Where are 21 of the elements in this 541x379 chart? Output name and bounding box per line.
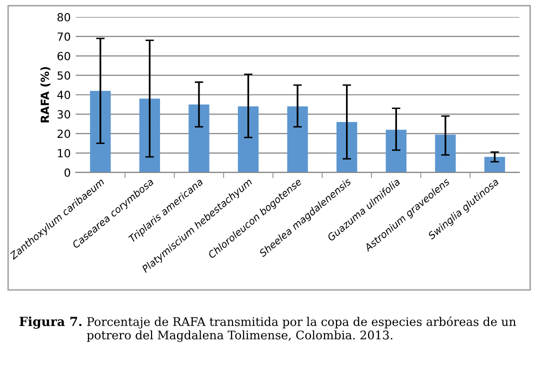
- y-tick-label: 30: [58, 110, 70, 119]
- y-tick-label: 50: [58, 71, 70, 80]
- text: Figura 7.: [20, 316, 82, 329]
- bar: [484, 156, 506, 172]
- y-tick-label: 10: [58, 148, 70, 158]
- bar: [435, 134, 456, 172]
- bar: [386, 130, 406, 172]
- bar: [336, 122, 358, 172]
- y-axis-title: RAFA (%): [40, 67, 50, 122]
- y-tick-label: 60: [58, 52, 70, 60]
- y-tick-label: 0: [64, 168, 70, 177]
- y-tick-label: 40: [57, 90, 70, 100]
- y-tick-label: 70: [58, 32, 70, 41]
- bar: [287, 106, 308, 172]
- y-tick-label: 80: [57, 13, 70, 22]
- bar: [139, 98, 160, 172]
- y-tick-label: 20: [58, 130, 70, 138]
- bar: [188, 104, 210, 172]
- bar: [90, 90, 111, 172]
- text: Porcentaje de RAFA transmitida por la copa de especies arbóreas de un potrero del Magdalena Tolimense, Colombia. 2013.: [86, 316, 516, 342]
- bar: [238, 106, 259, 172]
